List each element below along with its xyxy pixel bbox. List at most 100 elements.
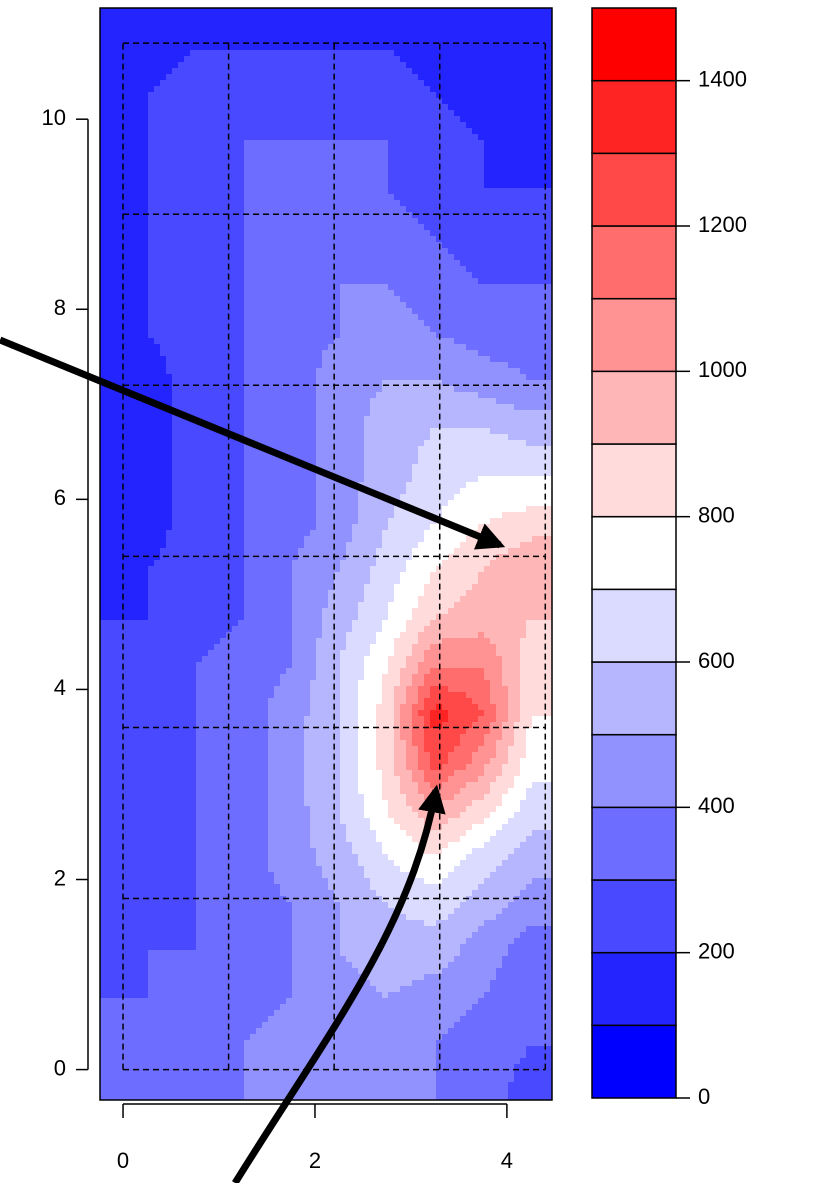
contour-cell bbox=[394, 116, 401, 123]
contour-cell bbox=[238, 398, 245, 405]
contour-cell bbox=[202, 68, 209, 75]
contour-cell bbox=[238, 266, 245, 273]
contour-cell bbox=[550, 128, 552, 135]
contour-cell bbox=[232, 308, 239, 315]
contour-cell bbox=[130, 44, 137, 51]
contour-cell bbox=[112, 260, 119, 267]
contour-cell bbox=[256, 278, 263, 285]
contour-cell bbox=[394, 218, 401, 225]
contour-cell bbox=[154, 266, 161, 273]
contour-cell bbox=[196, 194, 203, 201]
contour-cell bbox=[514, 308, 521, 315]
contour-cell bbox=[136, 110, 143, 117]
contour-cell bbox=[112, 392, 119, 399]
contour-cell bbox=[412, 350, 419, 357]
contour-cell bbox=[244, 296, 251, 303]
contour-cell bbox=[418, 92, 425, 99]
contour-cell bbox=[442, 50, 449, 57]
contour-cell bbox=[286, 320, 293, 327]
contour-cell bbox=[406, 368, 413, 375]
contour-cell bbox=[466, 266, 473, 273]
contour-cell bbox=[238, 308, 245, 315]
contour-cell bbox=[454, 44, 461, 51]
contour-cell bbox=[490, 122, 497, 129]
contour-cell bbox=[232, 260, 239, 267]
contour-cell bbox=[160, 374, 167, 381]
contour-cell bbox=[520, 266, 527, 273]
contour-cell bbox=[214, 380, 221, 387]
contour-cell bbox=[442, 110, 449, 117]
contour-cell bbox=[478, 380, 485, 387]
contour-cell bbox=[442, 392, 449, 399]
contour-cell bbox=[526, 182, 533, 189]
contour-cell bbox=[178, 380, 185, 387]
contour-cell bbox=[496, 332, 503, 339]
contour-cell bbox=[184, 242, 191, 249]
contour-cell bbox=[232, 386, 239, 393]
contour-cell bbox=[424, 248, 431, 255]
contour-cell bbox=[394, 392, 401, 399]
contour-cell bbox=[100, 230, 107, 237]
contour-cell bbox=[184, 290, 191, 297]
contour-cell bbox=[550, 320, 552, 327]
contour-cell bbox=[382, 338, 389, 345]
contour-cell bbox=[532, 392, 539, 399]
contour-cell bbox=[502, 380, 509, 387]
contour-cell bbox=[268, 380, 275, 387]
contour-cell bbox=[106, 284, 113, 291]
contour-cell bbox=[286, 170, 293, 177]
contour-cell bbox=[502, 62, 509, 69]
contour-cell bbox=[430, 164, 437, 171]
contour-cell bbox=[508, 122, 515, 129]
contour-cell bbox=[400, 164, 407, 171]
contour-cell bbox=[394, 272, 401, 279]
contour-cell bbox=[418, 374, 425, 381]
contour-cell bbox=[418, 80, 425, 87]
contour-cell bbox=[406, 332, 413, 339]
contour-cell bbox=[202, 134, 209, 141]
contour-cell bbox=[340, 332, 347, 339]
contour-cell bbox=[538, 86, 545, 93]
contour-cell bbox=[214, 32, 221, 39]
contour-cell bbox=[142, 152, 149, 159]
contour-cell bbox=[316, 20, 323, 27]
contour-cell bbox=[280, 392, 287, 399]
contour-cell bbox=[340, 62, 347, 69]
contour-cell bbox=[472, 44, 479, 51]
contour-cell bbox=[298, 8, 305, 15]
contour-cell bbox=[460, 20, 467, 27]
contour-cell bbox=[226, 98, 233, 105]
contour-cell bbox=[274, 212, 281, 219]
contour-cell bbox=[364, 356, 371, 363]
contour-cell bbox=[202, 344, 209, 351]
contour-cell bbox=[448, 218, 455, 225]
contour-cell bbox=[154, 380, 161, 387]
contour-cell bbox=[166, 266, 173, 273]
contour-cell bbox=[208, 338, 215, 345]
contour-cell bbox=[118, 50, 125, 57]
contour-cell bbox=[142, 134, 149, 141]
contour-cell bbox=[442, 134, 449, 141]
contour-cell bbox=[184, 326, 191, 333]
contour-cell bbox=[106, 224, 113, 231]
contour-cell bbox=[454, 56, 461, 63]
contour-cell bbox=[202, 200, 209, 207]
contour-cell bbox=[400, 8, 407, 15]
contour-cell bbox=[370, 200, 377, 207]
contour-cell bbox=[400, 380, 407, 387]
contour-cell bbox=[154, 374, 161, 381]
contour-cell bbox=[322, 134, 329, 141]
contour-cell bbox=[328, 266, 335, 273]
contour-cell bbox=[328, 56, 335, 63]
contour-cell bbox=[274, 20, 281, 27]
contour-cell bbox=[238, 368, 245, 375]
contour-cell bbox=[472, 92, 479, 99]
contour-cell bbox=[382, 254, 389, 261]
contour-cell bbox=[448, 242, 455, 249]
contour-cell bbox=[118, 272, 125, 279]
contour-cell bbox=[256, 116, 263, 123]
contour-cell bbox=[154, 284, 161, 291]
contour-cell bbox=[208, 230, 215, 237]
contour-cell bbox=[226, 80, 233, 87]
contour-cell bbox=[358, 44, 365, 51]
